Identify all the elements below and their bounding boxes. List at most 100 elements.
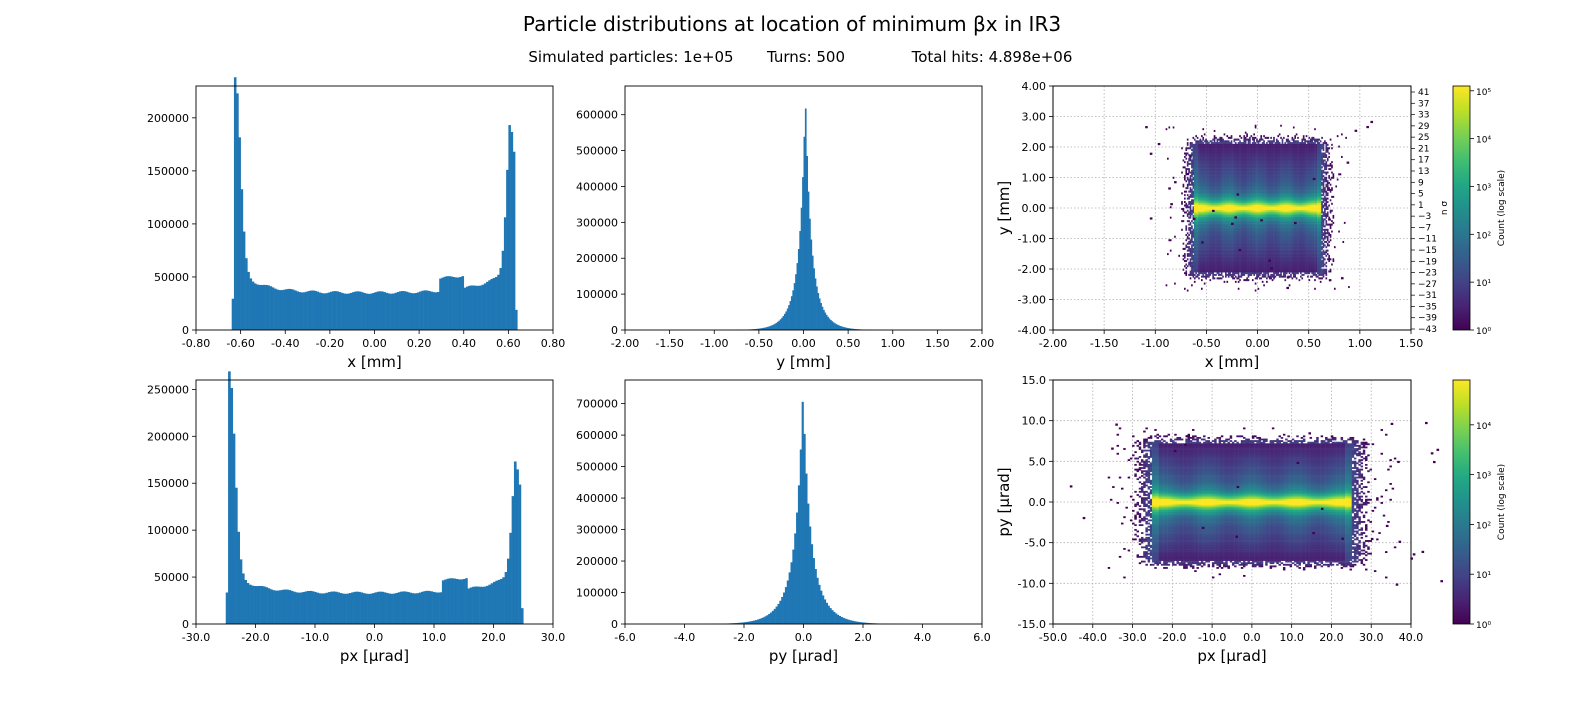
heatmap-cell [1188,220,1190,223]
heatmap-cell [1209,161,1212,164]
heatmap-cell [1200,275,1203,278]
histogram-bar [251,281,255,330]
heatmap-cell [1217,195,1220,198]
heatmap-cell [1205,185,1207,188]
heatmap-cell [1219,161,1222,164]
heatmap-cell [1216,168,1219,171]
heatmap-cell [1227,211,1230,214]
heatmap-cell [1225,221,1227,224]
heatmap-cell [1184,176,1186,179]
heatmap-cell [1189,223,1192,226]
x-tick-label: 1.50 [925,337,950,350]
heatmap-cell [1215,136,1217,139]
heatmap-cell [1195,183,1197,186]
heatmap-cell [1209,155,1212,158]
heatmap-cell [1225,208,1227,210]
heatmap-cell [1196,180,1199,183]
heatmap-cell [1217,239,1220,242]
heatmap-cell [1227,237,1230,240]
heatmap-cell [1227,254,1230,257]
x-tick-label: 2.00 [970,337,995,350]
heatmap-cell [1225,254,1227,257]
heatmap-cell [1209,234,1212,237]
heatmap-cell [1217,234,1220,237]
heatmap-cell [1213,232,1216,235]
heatmap-cell [1217,209,1220,212]
heatmap-cell [1215,199,1217,202]
heatmap-cell [1212,143,1214,146]
heatmap-cell [1208,201,1210,204]
heatmap-cell [1222,247,1224,250]
heatmap-cell [1206,213,1209,216]
heatmap-cell [1223,263,1226,266]
heatmap-cell [1199,235,1202,238]
heatmap-cell [1189,247,1192,250]
heatmap-cell [1223,140,1226,143]
heatmap-cell [1227,201,1230,204]
heatmap-cell [1229,216,1231,219]
heatmap-cell [1200,272,1203,275]
heatmap-cell [1222,162,1224,165]
heatmap-cell [1193,270,1196,273]
heatmap-cell [1209,270,1212,273]
heatmap-cell [1212,166,1214,169]
heatmap-cell [1186,242,1189,245]
heatmap-cell [1215,164,1217,167]
heatmap-cell [1193,201,1196,204]
heatmap-cell [1191,234,1193,237]
y-tick-label: 600000 [576,109,618,122]
heatmap-cell [1195,169,1197,172]
heatmap-cell [1220,239,1223,242]
heatmap-cell [1202,218,1205,221]
histogram-bar [824,312,827,330]
heatmap-cell [1220,244,1223,247]
heatmap-cell [1188,254,1190,257]
histogram-bar [336,291,340,330]
heatmap-cell [1205,154,1207,157]
histogram-bar [434,292,438,330]
heatmap-cell [1217,204,1220,207]
heatmap-cell [1254,282,1257,285]
heatmap-cell [1193,157,1196,160]
heatmap-cell [1213,147,1216,150]
heatmap-cell [1217,256,1220,259]
heatmap-cell [1223,192,1226,195]
heatmap-cell [1200,265,1203,268]
heatmap-cell [1191,145,1193,148]
heatmap-cell [1226,244,1229,247]
heatmap-cell [1215,211,1217,214]
heatmap-cell [1202,242,1205,245]
heatmap-cell [1226,175,1229,178]
histogram-bar [345,293,349,330]
heatmap-cell [1189,180,1192,183]
heatmap-cell [1209,218,1212,221]
heatmap-cell [1229,187,1231,190]
heatmap-cell [1223,149,1226,152]
histogram-bar [341,292,344,330]
heatmap-cell [1219,162,1222,165]
heatmap-cell [1219,216,1222,219]
heatmap-cell [1198,154,1200,157]
heatmap-cell [1193,180,1196,183]
heatmap-cell [1195,180,1197,183]
heatmap-cell [1215,157,1217,160]
histogram-bar [356,291,360,330]
heatmap-cell [1202,211,1205,214]
heatmap-cell [1226,155,1229,158]
heatmap-cell [1184,175,1186,178]
heatmap-cell [1203,162,1206,165]
heatmap-cell [1181,202,1183,205]
heatmap-cell [1192,234,1195,237]
heatmap-cell [1215,204,1217,207]
heatmap-cell [1193,244,1196,247]
heatmap-cell [1206,206,1209,209]
heatmap-cell [1202,183,1205,186]
heatmap-cell [1195,240,1197,243]
heatmap-cell [1225,214,1227,217]
histogram-bar [804,108,807,330]
heatmap-cell [1195,227,1197,230]
heatmap-cell [1169,206,1172,209]
heatmap-cell [1198,239,1200,242]
heatmap-cell [1189,258,1192,261]
heatmap-cell [1209,251,1212,254]
